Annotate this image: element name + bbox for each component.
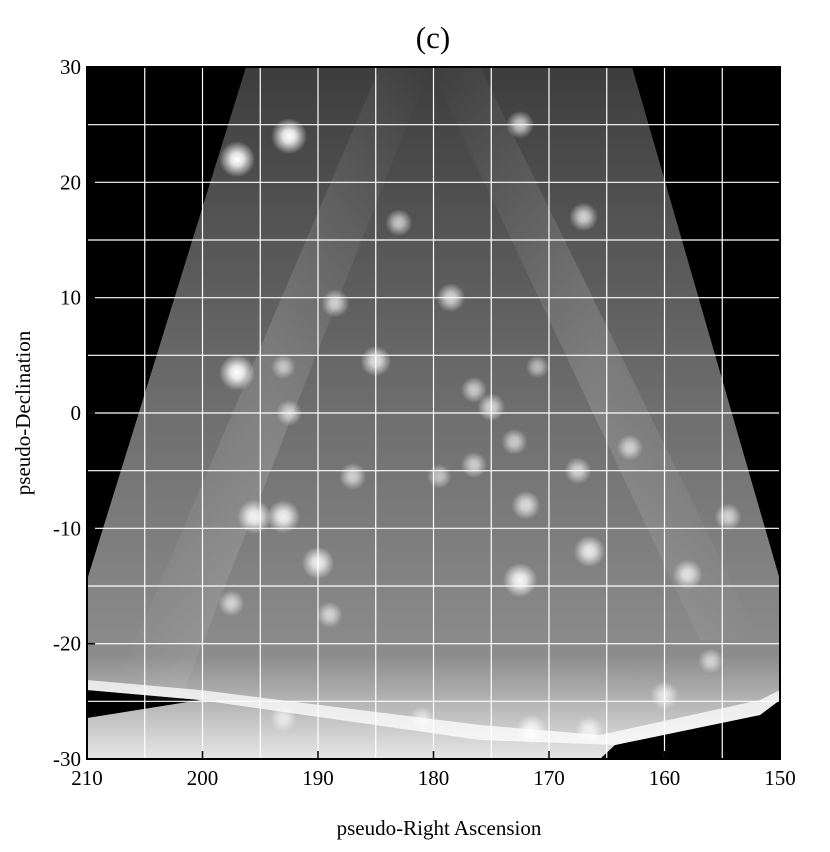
- source-22: [511, 490, 541, 520]
- x-tick-label: 170: [533, 766, 565, 790]
- source-26: [503, 563, 538, 598]
- source-17: [460, 451, 487, 478]
- coverage-band-right: [430, 67, 760, 640]
- source-5: [321, 289, 350, 318]
- x-axis-label: pseudo-Right Ascension: [337, 816, 542, 840]
- x-tick-label: 180: [418, 766, 450, 790]
- source-4: [385, 209, 413, 237]
- source-11: [460, 376, 487, 403]
- y-tick-label: -20: [53, 632, 81, 656]
- y-tick-label: -10: [53, 516, 81, 540]
- source-7: [219, 354, 256, 391]
- y-tick-label: 30: [60, 55, 81, 79]
- source-21: [266, 500, 300, 534]
- x-tick-label: 150: [764, 766, 796, 790]
- y-tick-label: 20: [60, 170, 81, 194]
- source-35: [409, 706, 435, 731]
- x-tick-label: 200: [187, 766, 219, 790]
- sources-layer: [218, 110, 742, 746]
- source-28: [218, 590, 245, 617]
- source-29: [316, 601, 343, 628]
- y-axis-label: pseudo-Declination: [11, 330, 35, 495]
- source-33: [516, 714, 547, 746]
- source-20: [237, 499, 272, 534]
- x-tick-label: 160: [649, 766, 681, 790]
- chart-title: (c): [416, 20, 450, 55]
- source-23: [714, 503, 742, 531]
- source-14: [501, 428, 528, 455]
- source-19: [427, 464, 452, 489]
- y-tick-label: 0: [71, 401, 82, 425]
- plot-area: [87, 67, 780, 759]
- source-10: [525, 355, 550, 379]
- source-16: [339, 462, 367, 490]
- source-27: [672, 559, 703, 590]
- source-1: [271, 118, 308, 155]
- y-axis-ticks: 30 20 10 0 -10 -20 -30: [53, 55, 95, 771]
- source-31: [698, 648, 724, 674]
- source-0: [219, 141, 256, 178]
- source-32: [270, 705, 297, 732]
- source-34: [575, 716, 604, 745]
- coverage-band-left: [110, 67, 430, 700]
- x-axis-ticks: 210 200 190 180 170 160 150: [71, 751, 796, 790]
- x-tick-label: 190: [302, 766, 334, 790]
- source-9: [271, 354, 296, 380]
- source-15: [616, 434, 643, 461]
- y-tick-label: 10: [60, 286, 81, 310]
- x-tick-label: 210: [71, 766, 103, 790]
- source-24: [573, 535, 606, 568]
- grid-lines: [87, 67, 780, 759]
- source-3: [569, 202, 599, 232]
- y-tick-label: -30: [53, 747, 81, 771]
